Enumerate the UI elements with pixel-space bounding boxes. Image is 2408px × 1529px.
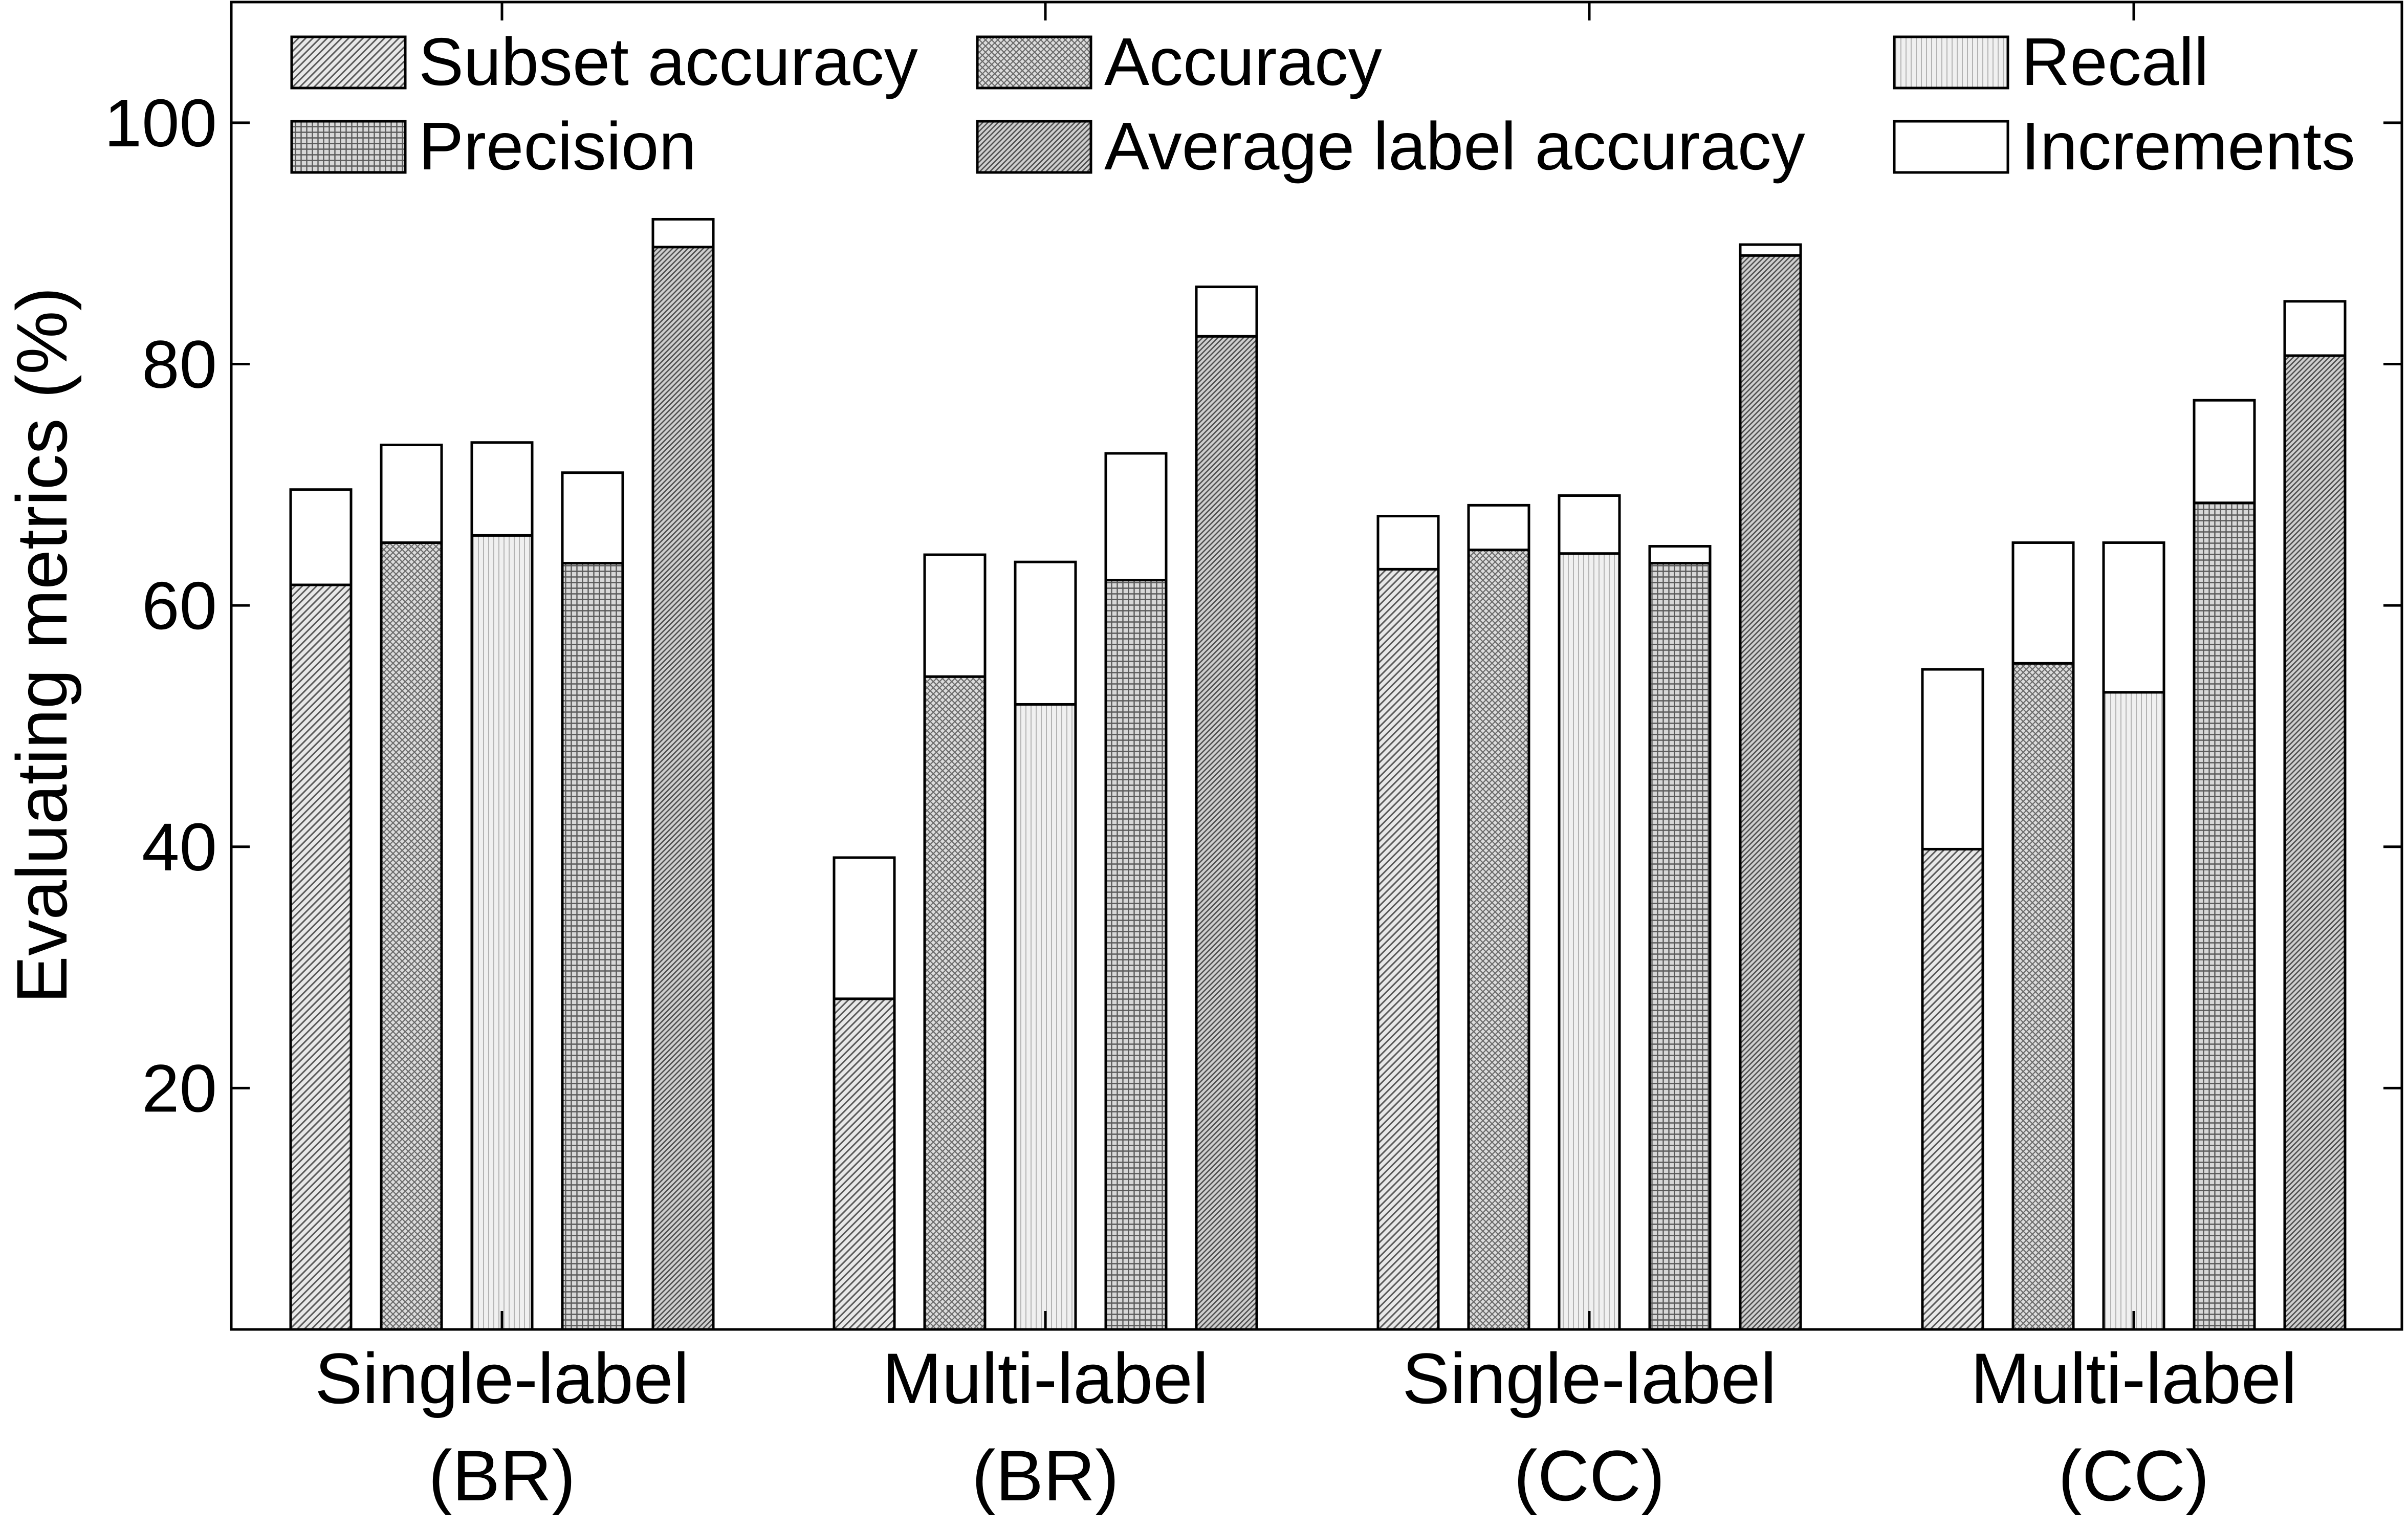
increment-bar-precision-1: [561, 471, 624, 565]
x-category-label-3-line-1: Single-label: [1402, 1338, 1777, 1418]
y-tick-label-100: 100: [104, 85, 217, 161]
x-category-label-3-line-2: (CC): [1514, 1435, 1665, 1516]
bar-accuracy-1: [380, 541, 443, 1331]
legend-swatch-accuracy: [976, 35, 1092, 90]
increment-bar-accuracy-2: [923, 553, 987, 678]
x-category-label-2-line-1: Multi-label: [882, 1338, 1209, 1418]
y-axis-title: Evaluating metrics (%): [2, 287, 82, 1003]
bar-accuracy-4: [2011, 662, 2075, 1331]
plot-frame: [230, 1, 2403, 1331]
bar-precision-4: [2193, 501, 2256, 1331]
bar-recall-2: [1014, 703, 1077, 1331]
bar-average-label-accuracy-3: [1739, 254, 1802, 1331]
increment-bar-subset-accuracy-4: [1921, 668, 1984, 850]
legend: Subset accuracy Accuracy Recall Precision Av…: [290, 24, 2355, 184]
bar-recall-3: [1558, 552, 1621, 1331]
increment-bar-average-label-accuracy-4: [2283, 300, 2347, 357]
increment-bar-recall-1: [470, 441, 534, 537]
increment-bar-average-label-accuracy-3: [1739, 243, 1802, 257]
increment-bar-accuracy-1: [380, 443, 443, 544]
increment-bar-recall-3: [1558, 494, 1621, 555]
bar-precision-2: [1104, 579, 1168, 1331]
bars-layer: [289, 217, 2347, 1331]
increment-bar-subset-accuracy-3: [1376, 515, 1440, 571]
x-category-label-4-line-2: (CC): [2058, 1435, 2209, 1516]
increment-bar-subset-accuracy-2: [833, 856, 896, 1000]
y-tick-label-80: 80: [142, 326, 217, 402]
legend-label-accuracy: Accuracy: [1104, 24, 1382, 99]
increment-bar-average-label-accuracy-2: [1195, 286, 1258, 338]
legend-label-average-label-accuracy: Average label accuracy: [1104, 108, 1805, 184]
bar-recall-4: [2102, 691, 2165, 1331]
legend-label-subset-accuracy: Subset accuracy: [419, 24, 918, 99]
bar-average-label-accuracy-1: [651, 246, 715, 1331]
legend-label-precision: Precision: [419, 108, 696, 184]
x-category-label-4-line-1: Multi-label: [1971, 1338, 2297, 1418]
legend-swatch-precision: [290, 120, 407, 174]
increment-bar-recall-2: [1014, 560, 1077, 706]
bar-precision-3: [1648, 562, 1712, 1331]
increment-bar-precision-4: [2193, 399, 2256, 505]
x-category-label-1-line-2: (BR): [428, 1435, 576, 1516]
increment-bar-accuracy-3: [1467, 504, 1530, 552]
x-category-label-2-line-2: (BR): [972, 1435, 1119, 1516]
bar-subset-accuracy-3: [1376, 567, 1440, 1331]
increment-bar-accuracy-4: [2011, 541, 2075, 665]
y-tick-label-60: 60: [142, 568, 217, 643]
y-tick-label-20: 20: [142, 1051, 217, 1126]
bar-average-label-accuracy-2: [1195, 335, 1258, 1331]
bar-accuracy-2: [923, 675, 987, 1331]
increment-bar-subset-accuracy-1: [289, 488, 353, 586]
legend-label-increments: Increments: [2021, 108, 2355, 184]
bar-precision-1: [561, 562, 624, 1331]
bar-recall-1: [470, 534, 534, 1331]
legend-swatch-subset-accuracy: [290, 35, 407, 90]
y-tick-label-40: 40: [142, 810, 217, 885]
increment-bar-recall-4: [2102, 541, 2165, 694]
bar-average-label-accuracy-4: [2283, 354, 2347, 1331]
x-category-label-1-line-1: Single-label: [315, 1338, 689, 1418]
legend-swatch-increments: [1893, 120, 2009, 174]
legend-swatch-recall: [1893, 35, 2009, 90]
bar-subset-accuracy-2: [833, 997, 896, 1331]
increment-bar-precision-2: [1104, 452, 1168, 582]
bar-subset-accuracy-1: [289, 583, 353, 1331]
bar-accuracy-3: [1467, 549, 1530, 1331]
bar-subset-accuracy-4: [1921, 847, 1984, 1331]
increment-bar-average-label-accuracy-1: [651, 217, 715, 249]
legend-label-recall: Recall: [2021, 24, 2209, 99]
increment-bar-precision-3: [1648, 545, 1712, 565]
legend-swatch-average-label-accuracy: [976, 120, 1092, 174]
